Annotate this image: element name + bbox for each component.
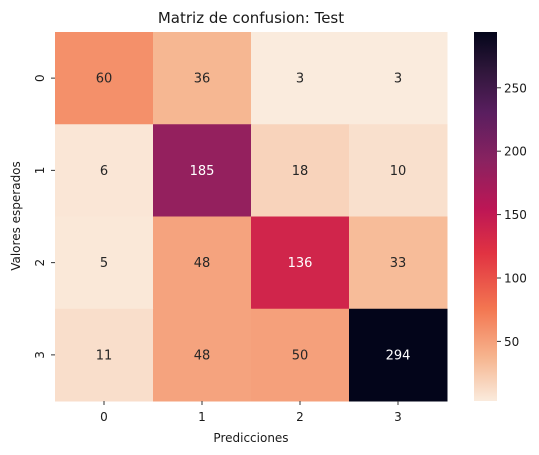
colorbar-tick-label: 200 — [504, 145, 527, 159]
y-axis-label: Valores esperados — [9, 161, 23, 271]
x-tick-label: 0 — [100, 410, 108, 424]
heatmap-cell — [349, 124, 448, 217]
cell-value-label: 18 — [292, 164, 309, 179]
heatmap-cells — [55, 32, 448, 402]
cell-value-label: 11 — [96, 348, 113, 363]
heatmap-cell — [55, 124, 154, 217]
colorbar-tick-label: 150 — [504, 208, 527, 222]
heatmap-cell — [251, 32, 350, 125]
chart-title: Matriz de confusion: Test — [158, 9, 344, 27]
colorbar — [474, 32, 497, 401]
colorbar-ticks: 50 100 150 200 250 — [497, 81, 527, 349]
y-axis-ticks: 0 1 2 3 — [33, 74, 55, 359]
colorbar-tick-label: 50 — [504, 335, 519, 349]
cell-value-label: 3 — [394, 72, 402, 87]
x-tick-label: 2 — [296, 410, 304, 424]
heatmap-cell — [55, 308, 154, 402]
heatmap-cell — [55, 216, 154, 310]
heatmap-cell — [251, 124, 350, 217]
heatmap-cell — [153, 124, 252, 217]
x-axis-ticks: 0 1 2 3 — [100, 401, 402, 424]
heatmap-cell — [55, 32, 154, 125]
cell-value-label: 136 — [288, 256, 313, 271]
cell-value-label: 50 — [292, 348, 309, 363]
colorbar-tick-label: 250 — [504, 81, 527, 95]
y-tick-label: 3 — [33, 351, 47, 359]
cell-value-label: 48 — [194, 348, 211, 363]
cell-value-label: 6 — [100, 164, 108, 179]
colorbar-tick-label: 100 — [504, 272, 527, 286]
cell-value-label: 10 — [390, 164, 407, 179]
heatmap-cell — [153, 216, 252, 310]
heatmap-cell — [251, 216, 350, 310]
y-tick-label: 1 — [33, 167, 47, 175]
x-tick-label: 3 — [394, 410, 402, 424]
heatmap-cell — [349, 32, 448, 125]
cell-value-label: 36 — [194, 72, 211, 87]
heatmap-cell — [153, 308, 252, 402]
heatmap-cell — [251, 308, 350, 402]
y-tick-label: 0 — [33, 74, 47, 82]
cell-value-label: 5 — [100, 256, 108, 271]
cell-value-label: 294 — [386, 348, 411, 363]
cell-value-label: 3 — [296, 72, 304, 87]
y-tick-label: 2 — [33, 259, 47, 267]
heatmap-cell — [153, 32, 252, 125]
heatmap-cell — [349, 216, 448, 310]
cell-value-label: 48 — [194, 256, 211, 271]
heatmap-cell — [349, 308, 448, 402]
cell-value-label: 60 — [96, 72, 113, 87]
cell-value-label: 33 — [390, 256, 407, 271]
x-axis-label: Predicciones — [213, 431, 288, 445]
x-tick-label: 1 — [198, 410, 206, 424]
cell-value-label: 185 — [190, 164, 215, 179]
